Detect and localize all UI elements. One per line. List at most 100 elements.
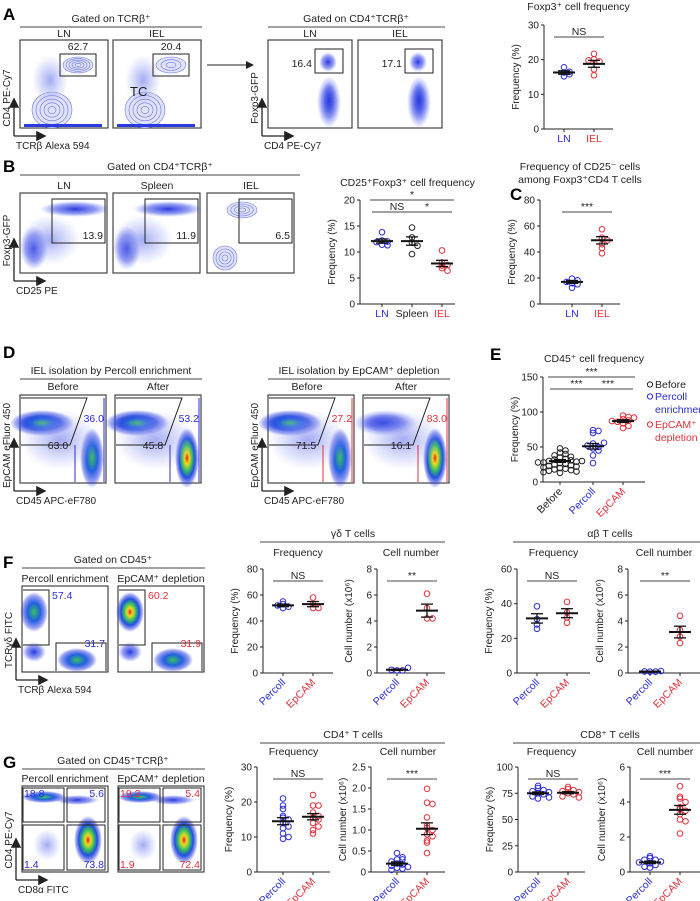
data-point (384, 241, 391, 249)
legend-label: depletion (655, 432, 698, 444)
panel-b-y-axis-label: Foxp3-GFP (2, 214, 13, 266)
data-point (682, 798, 689, 806)
data-point (676, 782, 684, 790)
chart-title: among Foxp3⁺CD4 T cells (518, 174, 642, 186)
data-point (562, 447, 569, 454)
data-point (423, 785, 431, 793)
flow-plot: 57.4 31.7 (20, 585, 109, 673)
y-axis-label: Frequency (%) (511, 44, 522, 110)
significance-label: * (410, 189, 414, 201)
gate-frequency: 31.7 (85, 638, 106, 650)
dot-plot-a: Foxp3⁺ cell frequency 0 10 20 30 Frequency (%… (511, 1, 630, 145)
y-tick-label: 6 (619, 763, 625, 774)
x-category-label: EpCAM (284, 876, 318, 901)
data-point (423, 814, 431, 821)
y-tick-label: 0 (507, 868, 513, 879)
gating-header: Gated on CD45⁺ (74, 554, 153, 566)
data-point (408, 224, 416, 231)
y-tick-label: 60 (501, 565, 513, 576)
gate-frequency: 63.0 (48, 440, 69, 452)
data-point (399, 854, 406, 861)
chart-group-header: αβ T cells (587, 528, 632, 540)
chart-title: Frequency (269, 746, 319, 758)
plot-title: After (147, 381, 170, 393)
gate-frequency: 11.9 (176, 230, 196, 242)
data-point (309, 791, 317, 799)
y-tick-label: 20 (344, 196, 356, 207)
data-point (540, 468, 547, 476)
gate-frequency: 72.4 (180, 859, 201, 871)
series-percoll (639, 667, 665, 676)
chart-title: Frequency (527, 746, 577, 758)
gate-frequency: 73.8 (84, 859, 105, 871)
dot-plot-f2: Cell number 0 2 4 6 8 Cell number (x10⁶) Percol… (344, 547, 445, 711)
series-ln (371, 228, 393, 249)
series-epcam (556, 598, 578, 627)
significance-label: NS (545, 570, 560, 582)
data-point (429, 833, 436, 840)
y-tick-label: 4 (617, 617, 623, 628)
y-tick-label: 8 (617, 565, 623, 576)
data-point (545, 794, 553, 801)
significance-label: *** (406, 768, 418, 780)
flow-plot: 13.9 (19, 192, 110, 274)
panel-f-y-axis-label: TCRγδ FITC (4, 612, 15, 668)
y-tick-label: 6 (617, 591, 623, 602)
legend-marker (646, 381, 654, 388)
series-epcam (608, 412, 638, 432)
data-point (404, 863, 412, 871)
significance-label: *** (602, 378, 614, 390)
data-point (589, 429, 597, 437)
data-point (423, 799, 431, 807)
data-point (444, 267, 451, 275)
data-point (423, 849, 431, 857)
gating-header: Gated on CD45⁺TCRβ⁺ (57, 755, 169, 767)
y-tick-label: 15 (344, 222, 356, 233)
data-point (423, 590, 431, 598)
panel-label-c: C (510, 185, 522, 204)
panel-label-g: G (3, 753, 16, 772)
x-category-label: EpCAM (398, 876, 432, 901)
data-point (563, 619, 571, 627)
y-tick-label: 1.0 (352, 826, 366, 837)
data-point (429, 615, 436, 622)
y-tick-label: 10 (241, 833, 253, 844)
x-category-label: IEL (586, 133, 602, 145)
plot-title: LN (57, 28, 70, 40)
data-point (598, 225, 606, 233)
series-epcam (302, 594, 324, 612)
dot-plot-g3: Frequency 0 25 50 75 100 Frequency (%) PercollE… (485, 746, 585, 901)
gate-frequency: 5.4 (185, 788, 200, 800)
data-point (438, 247, 446, 254)
tc-annotation: TC (130, 84, 147, 99)
data-point (444, 261, 451, 269)
chart-title: Frequency (529, 547, 579, 559)
x-category-label: Percoll (257, 876, 288, 901)
data-point (533, 625, 541, 633)
significance-label: ** (408, 570, 416, 582)
series-epcam (416, 785, 438, 857)
data-point (408, 250, 416, 258)
y-axis-label: Cell number (x10⁶) (597, 778, 608, 862)
chart-title: Frequency (273, 547, 323, 559)
data-point (285, 816, 292, 823)
chart-title: CD45⁺ cell frequency (544, 353, 645, 365)
y-tick-label: 2.5 (352, 763, 366, 774)
y-tick-label: 0 (246, 868, 252, 879)
data-point (568, 284, 576, 292)
y-tick-label: 0 (617, 669, 623, 680)
series-spleen (401, 224, 423, 258)
plot-title: IEL (149, 28, 165, 40)
y-tick-label: 60 (247, 591, 259, 602)
y-tick-label: 0 (366, 669, 372, 680)
flow-plot: 45.8 53.2 (105, 394, 202, 488)
gate-frequency: 16.1 (391, 440, 412, 452)
y-axis-label: Frequency (%) (327, 219, 338, 285)
y-tick-label: 2 (617, 643, 623, 654)
y-tick-label: 1.5 (352, 805, 366, 816)
series-percoll (526, 602, 548, 633)
data-point (575, 794, 583, 801)
